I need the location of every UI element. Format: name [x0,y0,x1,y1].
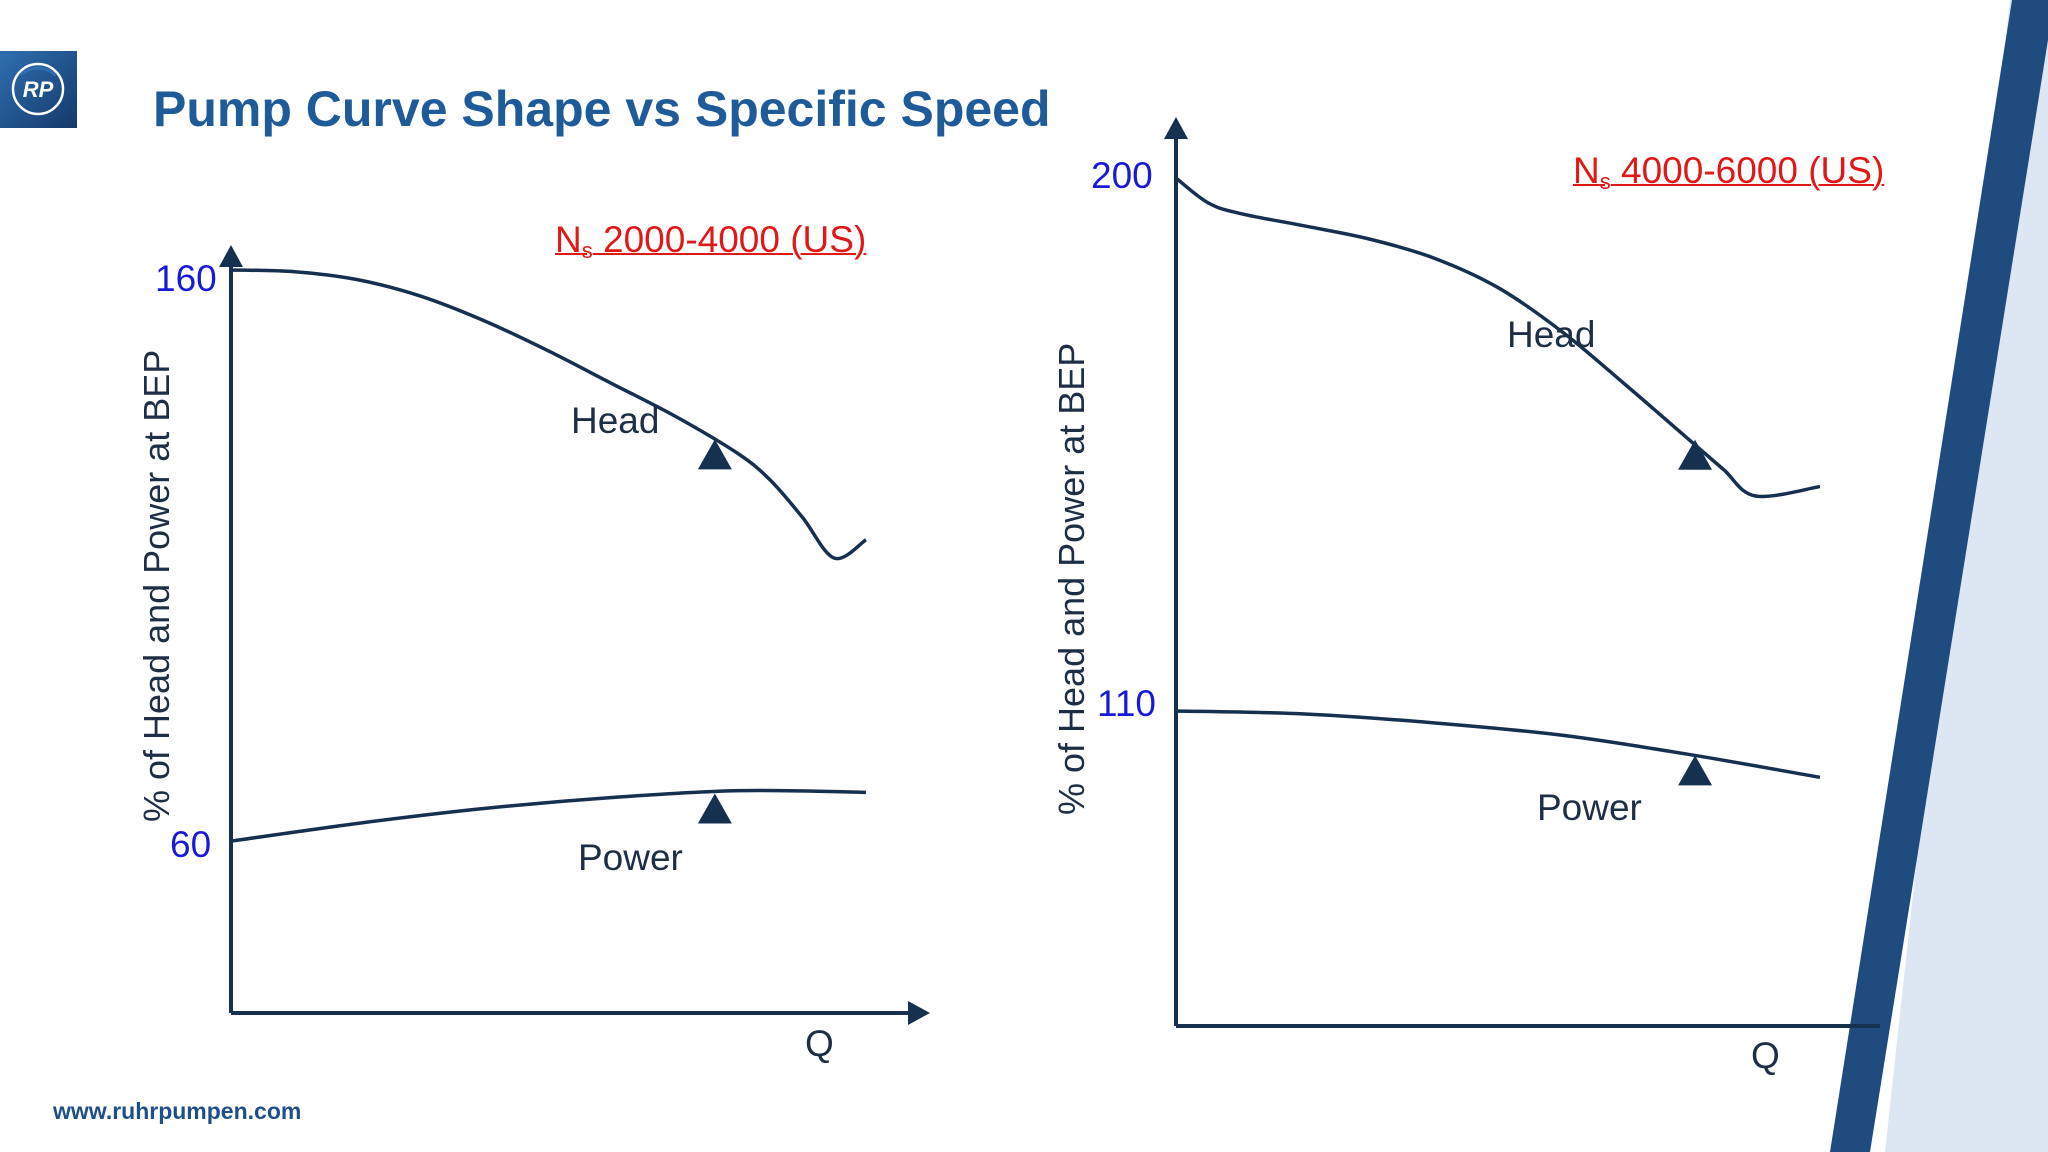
chart-right-power-label: Power [1537,787,1642,828]
chart-right-ylabel: % of Head and Power at BEP [1051,342,1092,815]
chart-left-xlabel: Q [805,1023,834,1064]
chart-left-power-label: Power [578,837,683,878]
power-bep-marker [1678,755,1713,786]
power-bep-marker [697,793,732,824]
head-bep-marker [1678,439,1713,470]
ns-symbol: N [555,219,582,260]
footer-url: www.ruhrpumpen.com [53,1098,302,1124]
head-bep-marker [697,439,732,470]
chart-left-ytick-160: 160 [155,258,217,299]
chart-right-ytick-200: 200 [1091,155,1153,196]
y-axis-arrow [219,245,243,267]
logo-text: RP [23,77,54,102]
chart-right-xlabel: Q [1751,1035,1780,1076]
chart-right-ns-label: Ns 4000-6000 (US) [1573,150,1884,195]
head-curve [230,268,868,561]
chart-right-ytick-110: 110 [1097,683,1156,724]
company-logo: RP [0,51,77,128]
chart-left-ns-label: Ns 2000-4000 (US) [555,219,866,264]
ns-range: 2000-4000 (US) [592,219,867,260]
y-axis-arrow [1164,117,1188,139]
ns-symbol: N [1573,150,1600,191]
ns-subscript: s [581,238,593,263]
dark-band [1830,0,2048,1152]
x-axis-arrow [908,1001,930,1025]
ns-range: 4000-6000 (US) [1610,150,1885,191]
page-title: Pump Curve Shape vs Specific Speed [153,81,1051,137]
chart-left-ytick-60: 60 [170,824,212,865]
chart-left-head-label: Head [571,400,660,441]
power-curve [230,788,867,843]
power-curve [1175,709,1821,780]
ns-subscript: s [1599,169,1611,194]
chart-right-head-label: Head [1507,314,1596,355]
head-curve [1174,176,1821,499]
